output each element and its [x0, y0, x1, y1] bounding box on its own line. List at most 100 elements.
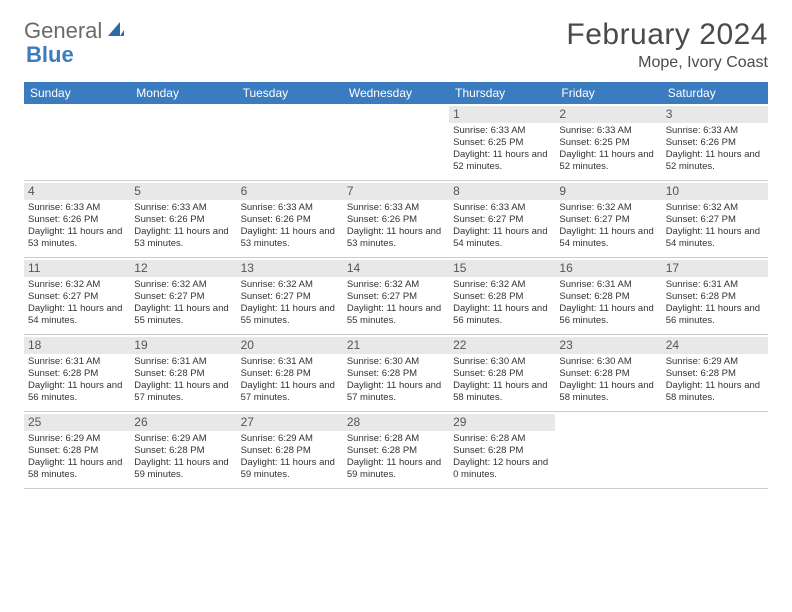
day-number: 20 — [237, 337, 343, 354]
day-cell: 2Sunrise: 6:33 AMSunset: 6:25 PMDaylight… — [555, 104, 661, 180]
day-cell: 6Sunrise: 6:33 AMSunset: 6:26 PMDaylight… — [237, 181, 343, 257]
sunrise-text: Sunrise: 6:33 AM — [559, 125, 657, 137]
sunset-text: Sunset: 6:27 PM — [28, 291, 126, 303]
day-number: 10 — [662, 183, 768, 200]
week-row: 18Sunrise: 6:31 AMSunset: 6:28 PMDayligh… — [24, 335, 768, 412]
brand-logo: General — [24, 18, 128, 44]
sunset-text: Sunset: 6:26 PM — [241, 214, 339, 226]
day-cell: 25Sunrise: 6:29 AMSunset: 6:28 PMDayligh… — [24, 412, 130, 488]
sunrise-text: Sunrise: 6:32 AM — [559, 202, 657, 214]
sunset-text: Sunset: 6:27 PM — [559, 214, 657, 226]
day-number: 2 — [555, 106, 661, 123]
day-number: 17 — [662, 260, 768, 277]
day-cell: 23Sunrise: 6:30 AMSunset: 6:28 PMDayligh… — [555, 335, 661, 411]
dow-saturday: Saturday — [662, 82, 768, 104]
daylight-text: Daylight: 11 hours and 59 minutes. — [347, 457, 445, 481]
day-cell: 1Sunrise: 6:33 AMSunset: 6:25 PMDaylight… — [449, 104, 555, 180]
day-cell: 4Sunrise: 6:33 AMSunset: 6:26 PMDaylight… — [24, 181, 130, 257]
sunset-text: Sunset: 6:28 PM — [559, 291, 657, 303]
sunrise-text: Sunrise: 6:29 AM — [28, 433, 126, 445]
day-cell: 12Sunrise: 6:32 AMSunset: 6:27 PMDayligh… — [130, 258, 236, 334]
sunset-text: Sunset: 6:26 PM — [347, 214, 445, 226]
sunset-text: Sunset: 6:27 PM — [241, 291, 339, 303]
day-number — [237, 106, 343, 108]
daylight-text: Daylight: 11 hours and 58 minutes. — [453, 380, 551, 404]
day-number: 11 — [24, 260, 130, 277]
day-cell: 9 Sunrise: 6:32 AMSunset: 6:27 PMDaylight… — [555, 181, 661, 257]
sunset-text: Sunset: 6:28 PM — [241, 445, 339, 457]
daylight-text: Daylight: 11 hours and 55 minutes. — [347, 303, 445, 327]
sunrise-text: Sunrise: 6:30 AM — [559, 356, 657, 368]
sunset-text: Sunset: 6:26 PM — [134, 214, 232, 226]
day-number: 15 — [449, 260, 555, 277]
day-cell-empty — [343, 104, 449, 180]
sunset-text: Sunset: 6:28 PM — [347, 445, 445, 457]
day-number: 9 — [555, 183, 661, 200]
day-number: 13 — [237, 260, 343, 277]
sunrise-text: Sunrise: 6:32 AM — [453, 279, 551, 291]
sunset-text: Sunset: 6:28 PM — [666, 291, 764, 303]
sunrise-text: Sunrise: 6:28 AM — [453, 433, 551, 445]
sunrise-text: Sunrise: 6:32 AM — [241, 279, 339, 291]
day-cell-empty — [237, 104, 343, 180]
daylight-text: Daylight: 11 hours and 58 minutes. — [28, 457, 126, 481]
day-number: 26 — [130, 414, 236, 431]
sunset-text: Sunset: 6:27 PM — [666, 214, 764, 226]
sunset-text: Sunset: 6:28 PM — [559, 368, 657, 380]
sunset-text: Sunset: 6:25 PM — [453, 137, 551, 149]
day-number: 3 — [662, 106, 768, 123]
daylight-text: Daylight: 11 hours and 52 minutes. — [559, 149, 657, 173]
title-block: February 2024 Mope, Ivory Coast — [566, 18, 768, 72]
day-number: 8 — [449, 183, 555, 200]
daylight-text: Daylight: 11 hours and 52 minutes. — [453, 149, 551, 173]
daylight-text: Daylight: 11 hours and 58 minutes. — [666, 380, 764, 404]
week-row: 11Sunrise: 6:32 AMSunset: 6:27 PMDayligh… — [24, 258, 768, 335]
daylight-text: Daylight: 12 hours and 0 minutes. — [453, 457, 551, 481]
day-cell-empty — [662, 412, 768, 488]
sunrise-text: Sunrise: 6:33 AM — [347, 202, 445, 214]
day-cell: 19Sunrise: 6:31 AMSunset: 6:28 PMDayligh… — [130, 335, 236, 411]
daylight-text: Daylight: 11 hours and 52 minutes. — [666, 149, 764, 173]
day-cell-empty — [130, 104, 236, 180]
day-cell: 18Sunrise: 6:31 AMSunset: 6:28 PMDayligh… — [24, 335, 130, 411]
daylight-text: Daylight: 11 hours and 53 minutes. — [28, 226, 126, 250]
sunset-text: Sunset: 6:28 PM — [453, 445, 551, 457]
sunset-text: Sunset: 6:27 PM — [134, 291, 232, 303]
day-number: 21 — [343, 337, 449, 354]
calendar: Sunday Monday Tuesday Wednesday Thursday… — [24, 82, 768, 489]
month-title: February 2024 — [566, 18, 768, 52]
daylight-text: Daylight: 11 hours and 54 minutes. — [559, 226, 657, 250]
daylight-text: Daylight: 11 hours and 56 minutes. — [559, 303, 657, 327]
sunrise-text: Sunrise: 6:32 AM — [347, 279, 445, 291]
sunrise-text: Sunrise: 6:33 AM — [241, 202, 339, 214]
week-row: 1Sunrise: 6:33 AMSunset: 6:25 PMDaylight… — [24, 104, 768, 181]
sunset-text: Sunset: 6:26 PM — [666, 137, 764, 149]
daylight-text: Daylight: 11 hours and 57 minutes. — [347, 380, 445, 404]
day-number: 7 — [343, 183, 449, 200]
day-cell: 29Sunrise: 6:28 AMSunset: 6:28 PMDayligh… — [449, 412, 555, 488]
day-cell: 11Sunrise: 6:32 AMSunset: 6:27 PMDayligh… — [24, 258, 130, 334]
day-cell: 3Sunrise: 6:33 AMSunset: 6:26 PMDaylight… — [662, 104, 768, 180]
day-cell: 21Sunrise: 6:30 AMSunset: 6:28 PMDayligh… — [343, 335, 449, 411]
day-number — [24, 106, 130, 108]
day-cell: 17Sunrise: 6:31 AMSunset: 6:28 PMDayligh… — [662, 258, 768, 334]
day-number: 27 — [237, 414, 343, 431]
dow-header-row: Sunday Monday Tuesday Wednesday Thursday… — [24, 82, 768, 104]
sunset-text: Sunset: 6:28 PM — [666, 368, 764, 380]
day-cell: 27Sunrise: 6:29 AMSunset: 6:28 PMDayligh… — [237, 412, 343, 488]
day-number: 24 — [662, 337, 768, 354]
sunrise-text: Sunrise: 6:31 AM — [28, 356, 126, 368]
day-cell: 15Sunrise: 6:32 AMSunset: 6:28 PMDayligh… — [449, 258, 555, 334]
sunrise-text: Sunrise: 6:33 AM — [134, 202, 232, 214]
sunrise-text: Sunrise: 6:29 AM — [241, 433, 339, 445]
day-cell: 22Sunrise: 6:30 AMSunset: 6:28 PMDayligh… — [449, 335, 555, 411]
sunrise-text: Sunrise: 6:30 AM — [347, 356, 445, 368]
sunset-text: Sunset: 6:28 PM — [28, 368, 126, 380]
sunset-text: Sunset: 6:27 PM — [347, 291, 445, 303]
day-cell-empty — [24, 104, 130, 180]
daylight-text: Daylight: 11 hours and 53 minutes. — [347, 226, 445, 250]
day-number: 19 — [130, 337, 236, 354]
sunset-text: Sunset: 6:28 PM — [453, 368, 551, 380]
day-cell: 24Sunrise: 6:29 AMSunset: 6:28 PMDayligh… — [662, 335, 768, 411]
day-cell-empty — [555, 412, 661, 488]
